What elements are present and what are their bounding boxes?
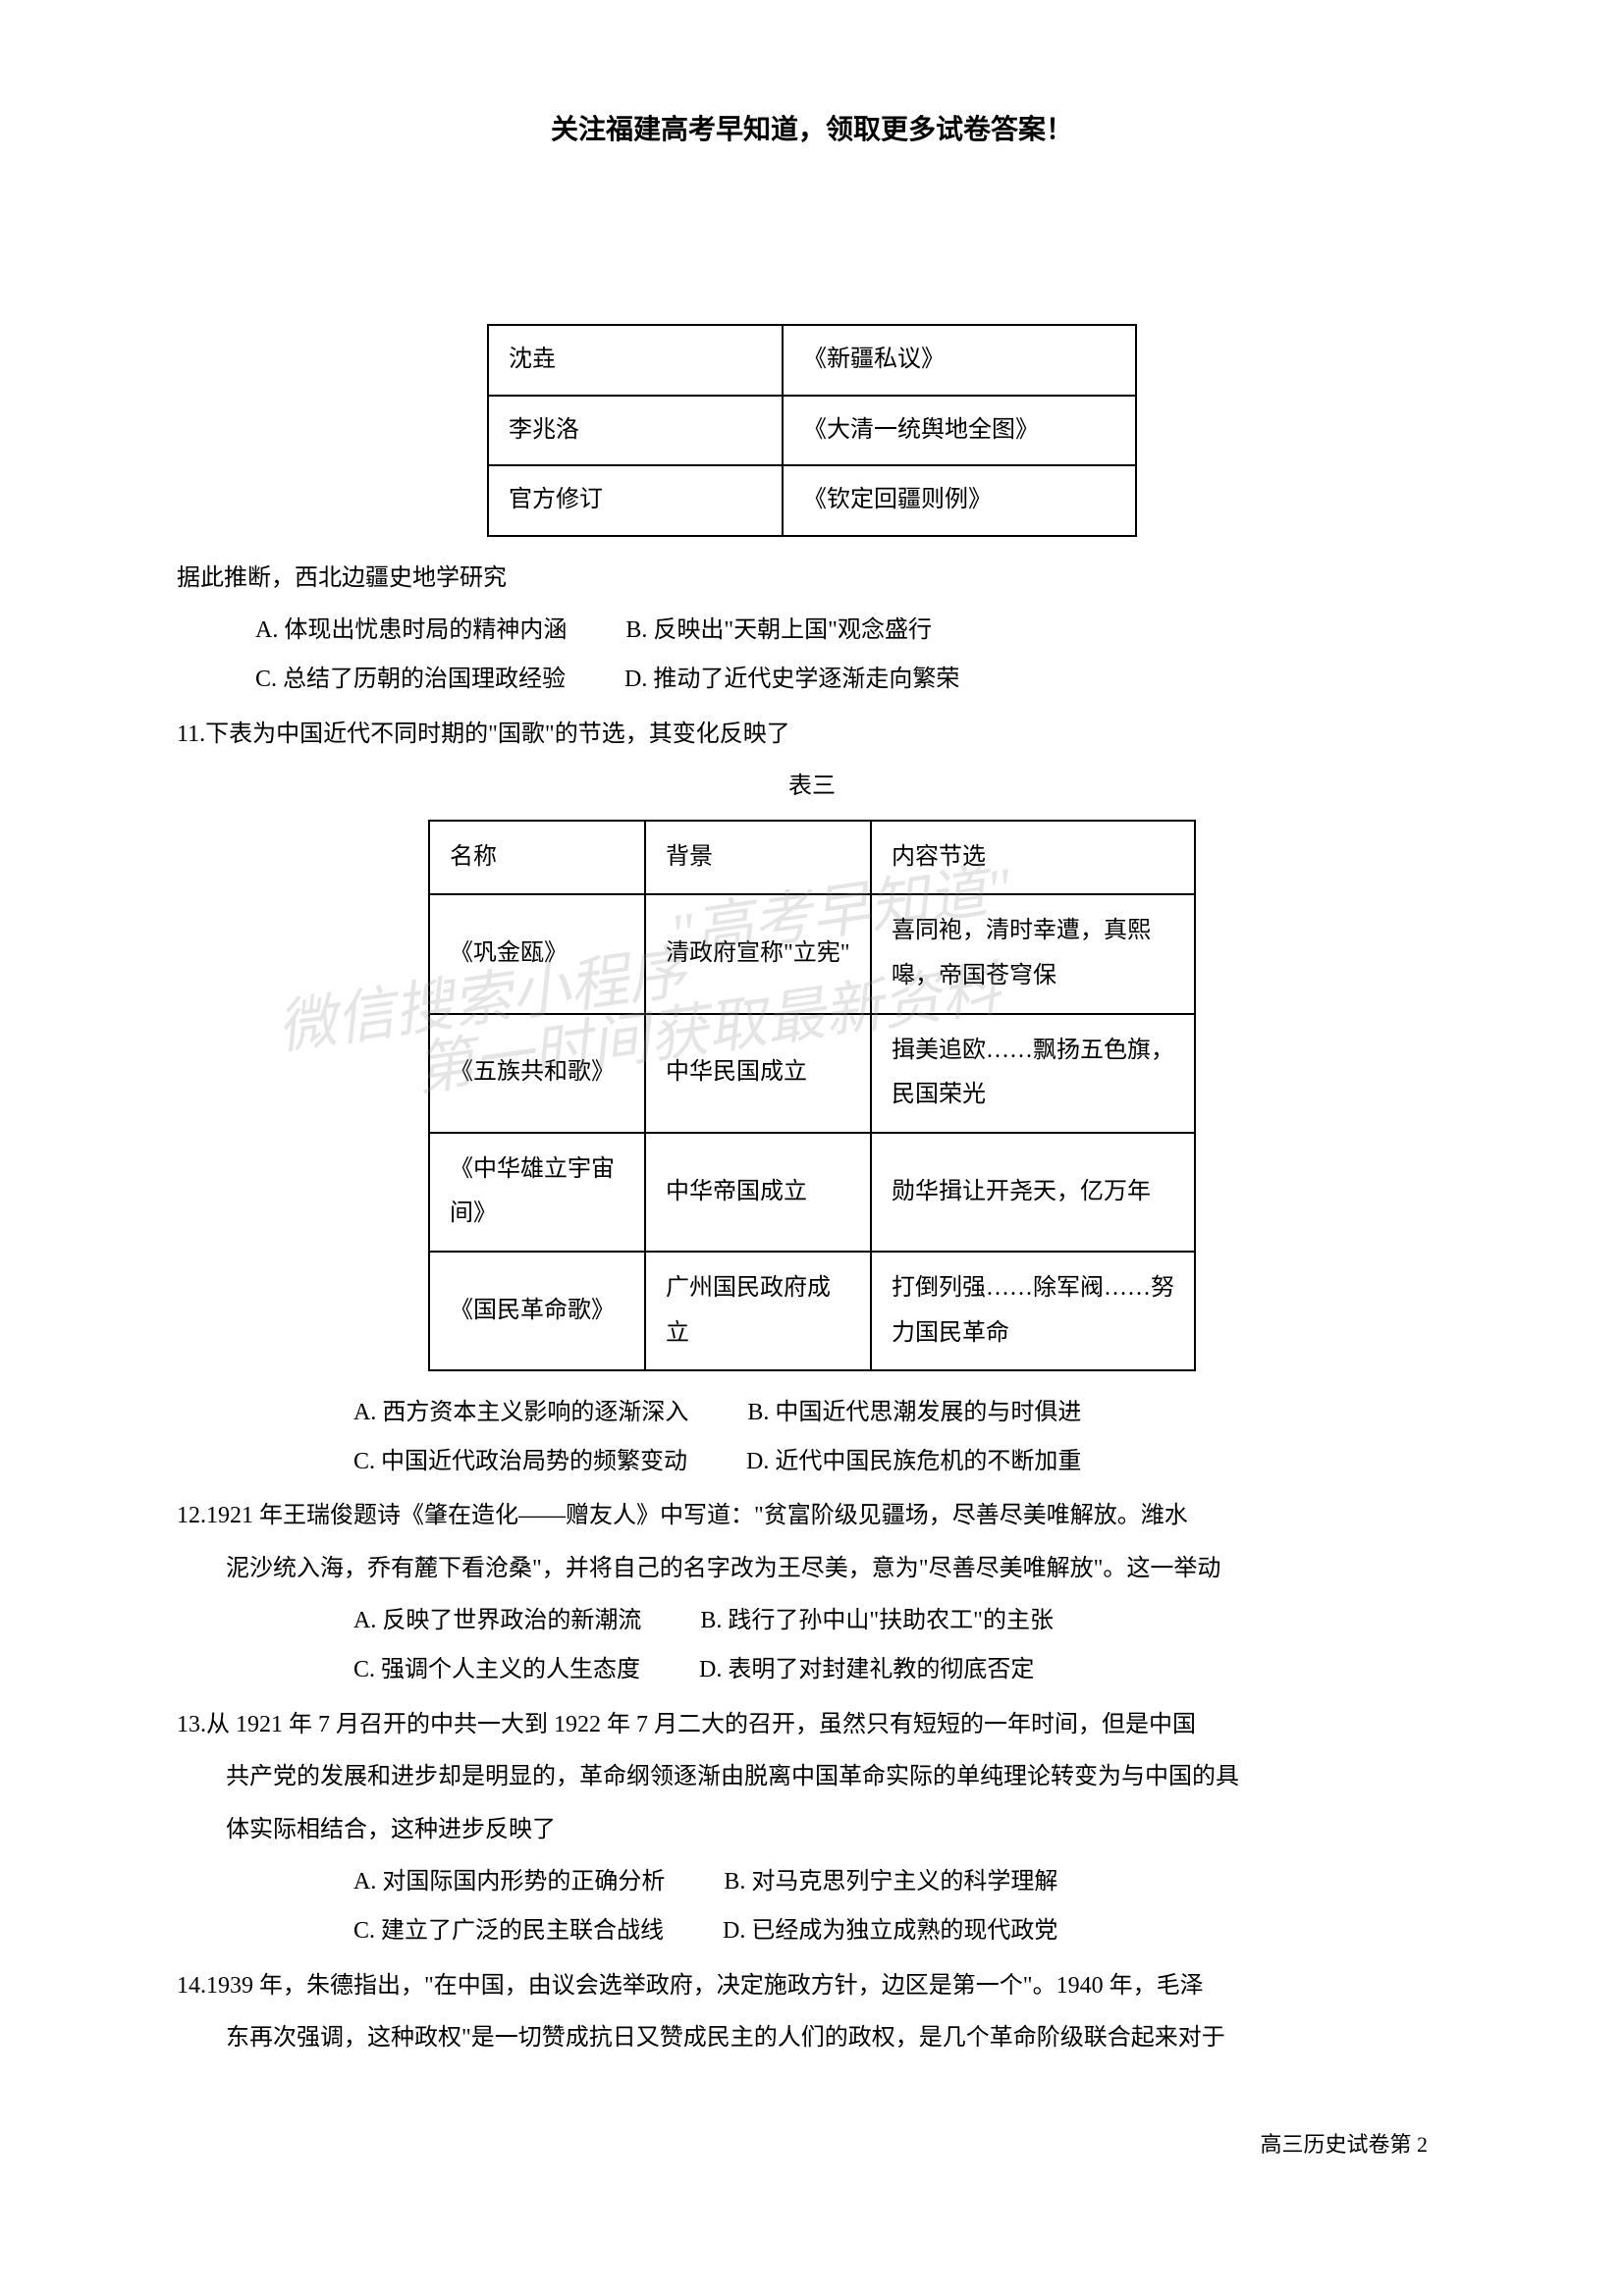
table-cell: 打倒列强……除军阀……努力国民革命 — [871, 1252, 1195, 1370]
table3-label: 表三 — [177, 765, 1447, 810]
table-cell: 《大清一统舆地全图》 — [783, 396, 1136, 466]
table3-container: 名称 背景 内容节选 《巩金瓯》 清政府宣称"立宪" 喜同袍，清时幸遭，真熙嗥，… — [177, 820, 1447, 1371]
q10-option-b: B. 反映出"天朝上国"观念盛行 — [625, 609, 932, 654]
page-header: 关注福建高考早知道，领取更多试卷答案！ — [0, 0, 1624, 147]
table-row: 《五族共和歌》 中华民国成立 揖美追欧……飘扬五色旗，民国荣光 — [429, 1014, 1195, 1133]
q13-option-a: A. 对国际国内形势的正确分析 — [353, 1860, 665, 1905]
q13-option-c: C. 建立了广泛的民主联合战线 — [353, 1909, 664, 1954]
q11-option-b: B. 中国近代思潮发展的与时俱进 — [747, 1391, 1081, 1436]
question-11: 11.下表为中国近代不同时期的"国歌"的节选，其变化反映了 表三 名称 背景 内… — [177, 713, 1447, 1485]
question-13: 13.从 1921 年 7 月召开的中共一大到 1922 年 7 月二大的召开，… — [177, 1703, 1447, 1954]
q12-option-d: D. 表明了对封建礼教的彻底否定 — [699, 1648, 1034, 1693]
question-14: 14.1939 年，朱德指出，"在中国，由议会选举政府，决定施政方针，边区是第一… — [177, 1964, 1447, 2061]
q10-stem: 据此推断，西北边疆史地学研究 — [177, 557, 1447, 602]
q10-option-c: C. 总结了历朝的治国理政经验 — [255, 658, 566, 703]
q14-line2: 东再次强调，这种政权"是一切赞成抗日又赞成民主的人们的政权，是几个革命阶级联合起… — [226, 2016, 1447, 2061]
table-header: 内容节选 — [871, 821, 1195, 895]
q12-line2: 泥沙统入海，乔有麓下看沧桑"，并将自己的名字改为王尽美，意为"尽善尽美唯解放"。… — [226, 1547, 1447, 1592]
q12-option-a: A. 反映了世界政治的新潮流 — [353, 1599, 641, 1644]
q13-options-row1: A. 对国际国内形势的正确分析 B. 对马克思列宁主义的科学理解 — [353, 1860, 1447, 1905]
table-cell: 清政府宣称"立宪" — [645, 894, 871, 1013]
q13-options-row2: C. 建立了广泛的民主联合战线 D. 已经成为独立成熟的现代政党 — [353, 1909, 1447, 1954]
q11-option-d: D. 近代中国民族危机的不断加重 — [746, 1440, 1081, 1485]
page-footer: 高三历史试卷第 2 — [1260, 2127, 1428, 2159]
table-row: 《中华雄立宇宙间》 中华帝国成立 勋华揖让开尧天，亿万年 — [429, 1133, 1195, 1252]
q13-option-b: B. 对马克思列宁主义的科学理解 — [724, 1860, 1057, 1905]
table-cell: 《新疆私议》 — [783, 325, 1136, 396]
table-cell: 中华帝国成立 — [645, 1133, 871, 1252]
table-cell: 《巩金瓯》 — [429, 894, 645, 1013]
q11-option-a: A. 西方资本主义影响的逐渐深入 — [353, 1391, 688, 1436]
q12-option-c: C. 强调个人主义的人生态度 — [353, 1648, 640, 1693]
table-row: 官方修订 《钦定回疆则例》 — [488, 465, 1136, 536]
content-area: 沈垚 《新疆私议》 李兆洛 《大清一统舆地全图》 官方修订 《钦定回疆则例》 据… — [0, 324, 1624, 2061]
table1-container: 沈垚 《新疆私议》 李兆洛 《大清一统舆地全图》 官方修订 《钦定回疆则例》 — [177, 324, 1447, 537]
q12-options-row1: A. 反映了世界政治的新潮流 B. 践行了孙中山"扶助农工"的主张 — [353, 1599, 1447, 1644]
table-header: 背景 — [645, 821, 871, 895]
table-cell: 《中华雄立宇宙间》 — [429, 1133, 645, 1252]
q13-option-d: D. 已经成为独立成熟的现代政党 — [723, 1909, 1057, 1954]
q10-options-row1: A. 体现出忧患时局的精神内涵 B. 反映出"天朝上国"观念盛行 — [255, 609, 1447, 654]
table-cell: 揖美追欧……飘扬五色旗，民国荣光 — [871, 1014, 1195, 1133]
q12-options-row2: C. 强调个人主义的人生态度 D. 表明了对封建礼教的彻底否定 — [353, 1648, 1447, 1693]
table-row: 沈垚 《新疆私议》 — [488, 325, 1136, 396]
table-cell: 中华民国成立 — [645, 1014, 871, 1133]
q10-option-d: D. 推动了近代史学逐渐走向繁荣 — [624, 658, 959, 703]
table-cell: 《钦定回疆则例》 — [783, 465, 1136, 536]
q13-line2: 共产党的发展和进步却是明显的，革命纲领逐渐由脱离中国革命实际的单纯理论转变为与中… — [226, 1755, 1447, 1800]
table-row: 《巩金瓯》 清政府宣称"立宪" 喜同袍，清时幸遭，真熙嗥，帝国苍穹保 — [429, 894, 1195, 1013]
table-row: 李兆洛 《大清一统舆地全图》 — [488, 396, 1136, 466]
table-cell: 李兆洛 — [488, 396, 783, 466]
q14-line1: 14.1939 年，朱德指出，"在中国，由议会选举政府，决定施政方针，边区是第一… — [177, 1964, 1447, 2009]
q13-line3: 体实际相结合，这种进步反映了 — [226, 1808, 1447, 1853]
question-12: 12.1921 年王瑞俊题诗《肇在造化——赠友人》中写道："贫富阶级见疆场，尽善… — [177, 1494, 1447, 1692]
q11-stem: 11.下表为中国近代不同时期的"国歌"的节选，其变化反映了 — [177, 713, 1447, 758]
q12-line1: 12.1921 年王瑞俊题诗《肇在造化——赠友人》中写道："贫富阶级见疆场，尽善… — [177, 1494, 1447, 1539]
q11-options-row1: A. 西方资本主义影响的逐渐深入 B. 中国近代思潮发展的与时俱进 — [353, 1391, 1447, 1436]
table1: 沈垚 《新疆私议》 李兆洛 《大清一统舆地全图》 官方修订 《钦定回疆则例》 — [487, 324, 1137, 537]
table3: 名称 背景 内容节选 《巩金瓯》 清政府宣称"立宪" 喜同袍，清时幸遭，真熙嗥，… — [428, 820, 1196, 1371]
table-cell: 勋华揖让开尧天，亿万年 — [871, 1133, 1195, 1252]
q11-options-row2: C. 中国近代政治局势的频繁变动 D. 近代中国民族危机的不断加重 — [353, 1440, 1447, 1485]
question-10: 据此推断，西北边疆史地学研究 A. 体现出忧患时局的精神内涵 B. 反映出"天朝… — [177, 557, 1447, 703]
table-header: 名称 — [429, 821, 645, 895]
table-cell: 《五族共和歌》 — [429, 1014, 645, 1133]
q12-option-b: B. 践行了孙中山"扶助农工"的主张 — [700, 1599, 1054, 1644]
q13-line1: 13.从 1921 年 7 月召开的中共一大到 1922 年 7 月二大的召开，… — [177, 1703, 1447, 1748]
table-cell: 《国民革命歌》 — [429, 1252, 645, 1370]
q10-option-a: A. 体现出忧患时局的精神内涵 — [255, 609, 567, 654]
q10-options-row2: C. 总结了历朝的治国理政经验 D. 推动了近代史学逐渐走向繁荣 — [255, 658, 1447, 703]
table-cell: 广州国民政府成立 — [645, 1252, 871, 1370]
table-cell: 喜同袍，清时幸遭，真熙嗥，帝国苍穹保 — [871, 894, 1195, 1013]
table-header-row: 名称 背景 内容节选 — [429, 821, 1195, 895]
table-row: 《国民革命歌》 广州国民政府成立 打倒列强……除军阀……努力国民革命 — [429, 1252, 1195, 1370]
q11-option-c: C. 中国近代政治局势的频繁变动 — [353, 1440, 687, 1485]
table-cell: 官方修订 — [488, 465, 783, 536]
table-cell: 沈垚 — [488, 325, 783, 396]
